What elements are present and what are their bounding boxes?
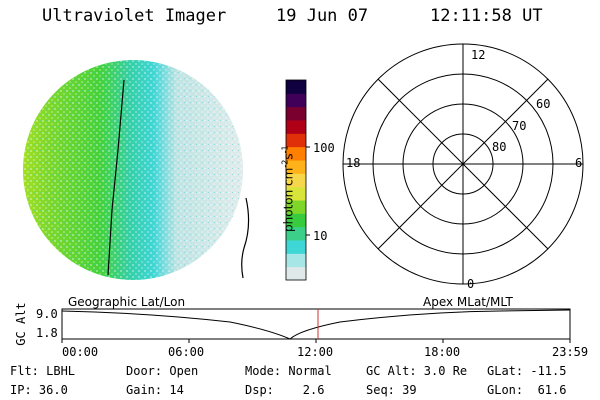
limb-arc: [241, 197, 250, 279]
timeline-y-axis-label: GC Alt: [14, 302, 28, 346]
colorbar-axis-label: photon cm-2s-1: [280, 145, 296, 232]
timeline-x-tick-2359: 23:59: [552, 345, 589, 359]
info-glat: GLat: -11.5: [487, 364, 567, 378]
timeline-y-tick-1-8: 1.8: [36, 326, 58, 340]
colorbar-band: [286, 93, 306, 108]
polar-ring-outer: [342, 43, 584, 285]
polar-ring-70: [402, 103, 524, 225]
info-glon: GLon: 61.6: [487, 383, 567, 397]
timeline-frame: [61, 308, 571, 340]
info-flt: Flt: LBHL: [10, 364, 76, 378]
polar-label-0: 0: [467, 277, 475, 291]
time-label: 12:11:58 UT: [430, 6, 543, 26]
polar-ring-80: [432, 133, 494, 195]
colorbar-band: [286, 80, 306, 94]
polar-diagonal-1: [377, 78, 549, 250]
timeline-right-label: Apex MLat/MLT: [423, 295, 513, 309]
info-dsp: Dsp: 2.6: [245, 383, 325, 397]
date-label: 19 Jun 07: [276, 6, 369, 26]
polar-label-60: 60: [536, 97, 551, 111]
instrument-title: Ultraviolet Imager: [42, 6, 227, 26]
info-door: Door: Open: [126, 364, 199, 378]
auroral-disc: [23, 60, 243, 280]
colorbar-tick-label-10: 10: [313, 229, 328, 243]
polar-diagonal-2: [377, 78, 549, 250]
timeline-x-tick-0000: 00:00: [62, 345, 99, 359]
info-ip: IP: 36.0: [10, 383, 68, 397]
polar-label-12: 12: [471, 48, 486, 62]
timeline-x-tick-1800: 18:00: [424, 345, 461, 359]
polar-label-18: 18: [346, 156, 361, 170]
colorbar-band: [286, 106, 306, 121]
altitude-curve: [61, 309, 571, 340]
colorbar-band: [286, 266, 306, 281]
colorbar-tick-label-100: 100: [313, 141, 335, 155]
auroral-speckle: [23, 60, 243, 280]
timeline-y-tick-9: 9.0: [36, 307, 58, 321]
polar-label-70: 70: [512, 119, 527, 133]
info-mode: Mode: Normal: [245, 364, 332, 378]
info-gc-alt: GC Alt: 3.0 Re: [366, 364, 468, 378]
terminator-line: [107, 79, 125, 276]
polar-label-6: 6: [575, 156, 583, 170]
polar-label-80: 80: [492, 140, 507, 154]
timeline-x-tick-1200: 12:00: [297, 345, 334, 359]
timeline-x-tick-0600: 06:00: [168, 345, 205, 359]
polar-ring-60: [372, 73, 554, 255]
info-seq: Seq: 39: [366, 383, 417, 397]
info-gain: Gain: 14: [126, 383, 184, 397]
timeline-left-label: Geographic Lat/Lon: [68, 295, 186, 309]
